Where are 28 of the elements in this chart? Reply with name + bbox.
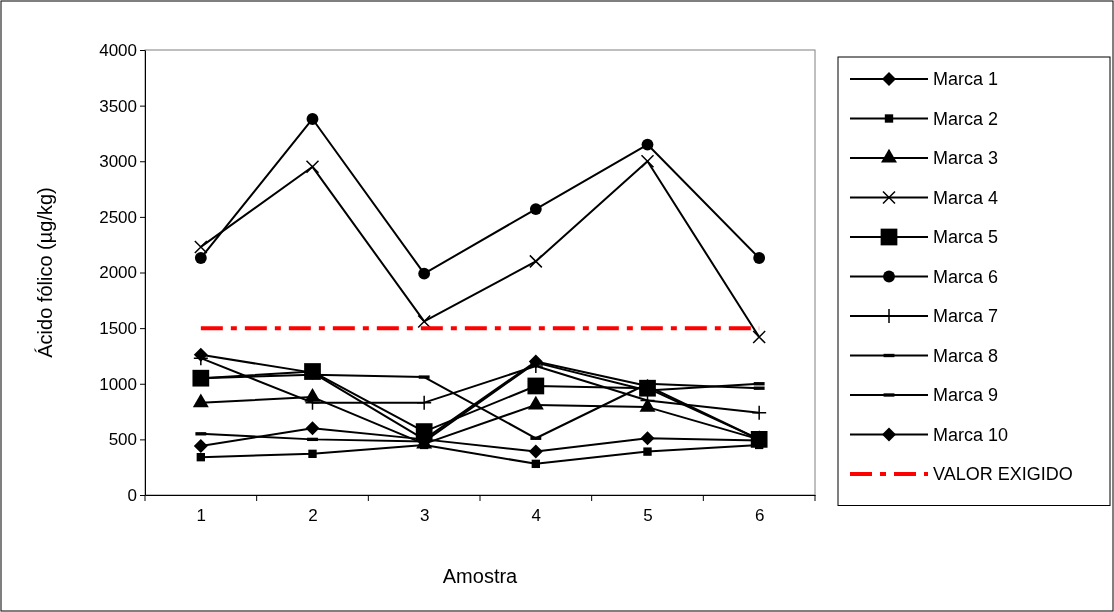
legend-label: Marca 5 bbox=[933, 227, 999, 247]
x-tick-label: 4 bbox=[531, 506, 542, 526]
y-tick-label: 2000 bbox=[99, 263, 137, 283]
legend-label: Marca 8 bbox=[933, 345, 999, 366]
legend-label: Marca 6 bbox=[933, 266, 999, 287]
legend-label: Marca 1 bbox=[933, 69, 999, 89]
legend-label: Marca 7 bbox=[933, 306, 999, 326]
y-tick-label: 3000 bbox=[99, 152, 137, 172]
x-axis-title: Amostra bbox=[442, 565, 519, 587]
x-tick-label: 2 bbox=[308, 506, 318, 526]
legend-label: Marca 10 bbox=[933, 424, 1009, 445]
y-tick-label: 0 bbox=[127, 485, 137, 505]
y-tick-label: 2500 bbox=[99, 207, 137, 227]
y-axis-title: Ácido fólico (µg/kg) bbox=[34, 187, 56, 358]
y-tick-label: 4000 bbox=[99, 40, 137, 60]
y-tick-label: 1500 bbox=[99, 319, 137, 339]
legend-label: Marca 9 bbox=[933, 385, 999, 405]
y-tick-label: 3500 bbox=[99, 96, 137, 116]
x-tick-label: 3 bbox=[419, 506, 430, 526]
x-tick-label: 6 bbox=[754, 506, 765, 526]
y-tick-label: 500 bbox=[108, 430, 137, 450]
legend-label: VALOR EXIGIDO bbox=[933, 464, 1073, 484]
legend-label: Marca 2 bbox=[933, 108, 999, 129]
y-tick-label: 1000 bbox=[99, 374, 137, 394]
legend-label: Marca 3 bbox=[933, 148, 999, 168]
x-tick-label: 5 bbox=[643, 506, 653, 526]
legend-label: Marca 4 bbox=[933, 187, 999, 208]
x-tick-label: 1 bbox=[196, 506, 207, 526]
